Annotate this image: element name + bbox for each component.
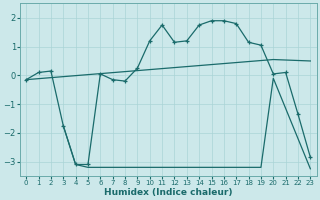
X-axis label: Humidex (Indice chaleur): Humidex (Indice chaleur) bbox=[104, 188, 233, 197]
